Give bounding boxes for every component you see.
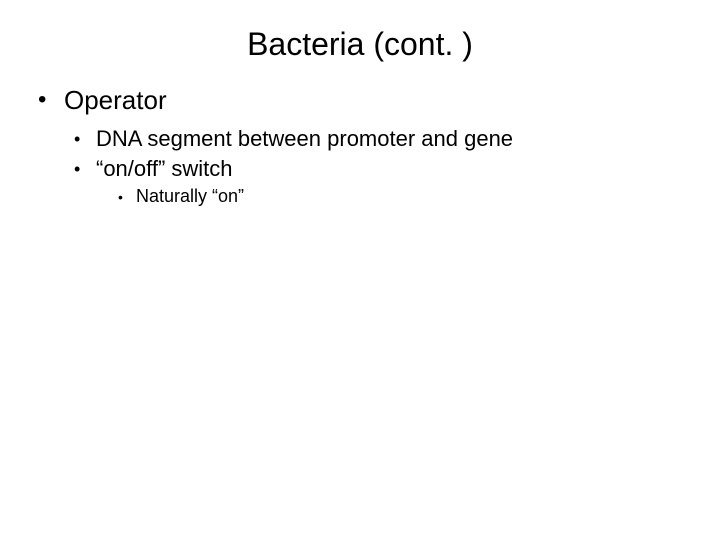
list-item-label: DNA segment between promoter and gene <box>96 126 513 151</box>
list-item-label: “on/off” switch <box>96 156 233 181</box>
slide-title: Bacteria (cont. ) <box>36 26 684 63</box>
list-item: “on/off” switch <box>68 156 684 182</box>
list-item: Operator <box>36 85 684 116</box>
list-item-label: Operator <box>64 85 167 115</box>
list-item-label: Naturally “on” <box>136 186 244 206</box>
slide: Bacteria (cont. ) Operator DNA segment b… <box>0 0 720 540</box>
list-item: Naturally “on” <box>108 186 684 207</box>
bullet-list: Operator DNA segment between promoter an… <box>36 85 684 207</box>
list-item: DNA segment between promoter and gene <box>68 126 684 152</box>
